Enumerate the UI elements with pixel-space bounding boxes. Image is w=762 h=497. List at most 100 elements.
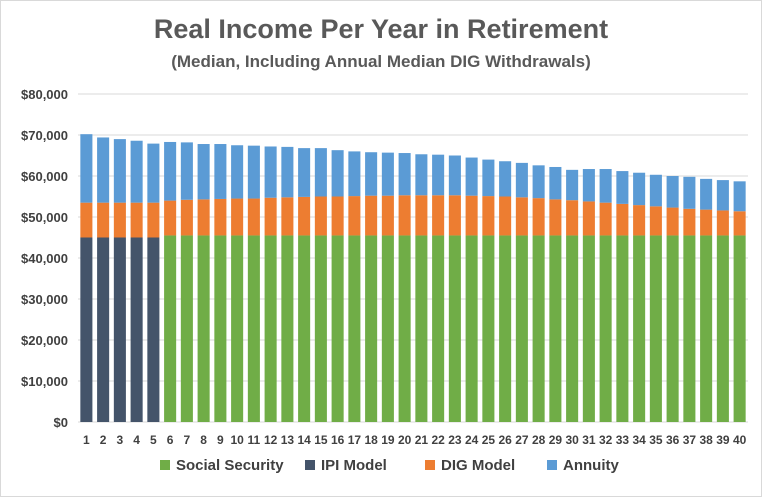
bar-annuity	[381, 152, 394, 196]
bar-dig-model	[130, 202, 143, 238]
bar-annuity	[649, 174, 662, 207]
x-tick-label: 20	[398, 433, 412, 447]
bar-dig-model	[482, 196, 495, 236]
bar-dig-model	[113, 202, 126, 238]
x-tick-label: 27	[515, 433, 529, 447]
bar-social-security	[281, 235, 294, 422]
legend-swatch	[305, 460, 315, 470]
x-tick-label: 3	[117, 433, 124, 447]
bar-annuity	[549, 166, 562, 200]
bar-social-security	[482, 235, 495, 422]
bar-dig-model	[348, 196, 361, 236]
x-tick-label: 2	[100, 433, 107, 447]
bars	[80, 134, 746, 422]
bar-annuity	[700, 178, 713, 210]
bar-annuity	[164, 141, 177, 201]
bar-dig-model	[415, 195, 428, 236]
bar-annuity	[432, 154, 445, 196]
x-tick-label: 25	[482, 433, 496, 447]
bar-dig-model	[214, 198, 227, 236]
bar-annuity	[532, 165, 545, 199]
y-tick-label: $60,000	[21, 169, 68, 184]
bar-social-security	[448, 235, 461, 422]
x-tick-label: 4	[133, 433, 140, 447]
bar-annuity	[348, 151, 361, 197]
x-tick-label: 17	[348, 433, 362, 447]
bar-dig-model	[666, 207, 679, 236]
x-axis-ticks: 1 2 3 4 5 6 7 8 9 10 11 12 13 14 15 16 17 18 19 20 21 22 23 24 2…	[83, 433, 747, 447]
bar-annuity	[281, 146, 294, 198]
x-tick-label: 11	[248, 433, 261, 447]
bar-annuity	[582, 169, 595, 202]
x-tick-label: 19	[381, 433, 395, 447]
bar-dig-model	[147, 202, 160, 238]
bar-social-security	[549, 235, 562, 422]
bar-annuity	[365, 152, 378, 196]
bar-dig-model	[164, 200, 177, 236]
y-tick-label: $20,000	[21, 333, 68, 348]
bar-social-security	[499, 235, 512, 422]
y-tick-label: $30,000	[21, 292, 68, 307]
x-tick-label: 32	[599, 433, 613, 447]
x-tick-label: 38	[699, 433, 713, 447]
y-tick-label: $50,000	[21, 210, 68, 225]
bar-dig-model	[515, 197, 528, 236]
bar-dig-model	[432, 195, 445, 236]
bar-social-security	[381, 235, 394, 422]
bar-social-security	[532, 235, 545, 422]
bar-dig-model	[733, 211, 746, 236]
bar-social-security	[298, 235, 311, 422]
bar-annuity	[147, 143, 160, 203]
x-tick-label: 18	[364, 433, 378, 447]
bar-annuity	[130, 140, 143, 203]
bar-social-security	[582, 235, 595, 422]
bar-annuity	[97, 137, 110, 203]
bar-annuity	[264, 146, 277, 198]
bar-annuity	[415, 154, 428, 196]
bar-annuity	[599, 169, 612, 203]
bar-annuity	[448, 155, 461, 196]
bar-annuity	[616, 171, 629, 204]
legend-swatch	[547, 460, 557, 470]
bar-ipi-model	[80, 237, 93, 422]
bar-dig-model	[465, 195, 478, 236]
bar-social-security	[398, 235, 411, 422]
x-tick-label: 10	[230, 433, 244, 447]
bar-social-security	[247, 235, 260, 422]
bar-social-security	[180, 235, 193, 422]
bar-dig-model	[80, 202, 93, 238]
x-tick-label: 36	[666, 433, 680, 447]
bar-dig-model	[298, 196, 311, 236]
legend-label: DIG Model	[441, 457, 515, 474]
bar-annuity	[331, 150, 344, 197]
y-tick-label: $0	[54, 415, 68, 430]
bar-dig-model	[582, 201, 595, 236]
bar-social-security	[264, 235, 277, 422]
bar-dig-model	[599, 202, 612, 236]
x-tick-label: 14	[297, 433, 311, 447]
bar-dig-model	[566, 200, 579, 236]
bar-annuity	[231, 145, 244, 199]
bar-dig-model	[264, 197, 277, 236]
bar-social-security	[348, 235, 361, 422]
bar-annuity	[733, 181, 746, 212]
legend-swatch	[160, 460, 170, 470]
bar-social-security	[649, 235, 662, 422]
x-tick-label: 24	[465, 433, 479, 447]
x-tick-label: 31	[582, 433, 596, 447]
y-tick-label: $80,000	[21, 87, 68, 102]
bar-annuity	[113, 139, 126, 203]
bar-dig-model	[365, 195, 378, 236]
bar-social-security	[314, 235, 327, 422]
bar-dig-model	[97, 202, 110, 238]
legend-label: IPI Model	[321, 457, 387, 474]
bar-dig-model	[532, 198, 545, 236]
gridlines	[78, 93, 748, 423]
bar-social-security	[331, 235, 344, 422]
bar-social-security	[633, 235, 646, 422]
bar-annuity	[716, 180, 729, 211]
bar-social-security	[683, 235, 696, 422]
x-tick-label: 34	[632, 433, 646, 447]
x-tick-label: 40	[733, 433, 747, 447]
